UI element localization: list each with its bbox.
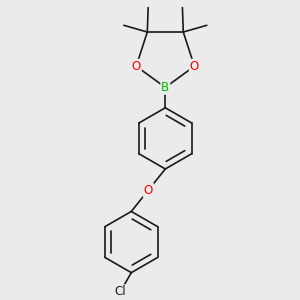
Text: O: O <box>190 60 199 73</box>
Text: O: O <box>144 184 153 197</box>
Text: O: O <box>132 60 141 73</box>
Text: Cl: Cl <box>114 285 126 298</box>
Text: B: B <box>161 81 170 94</box>
